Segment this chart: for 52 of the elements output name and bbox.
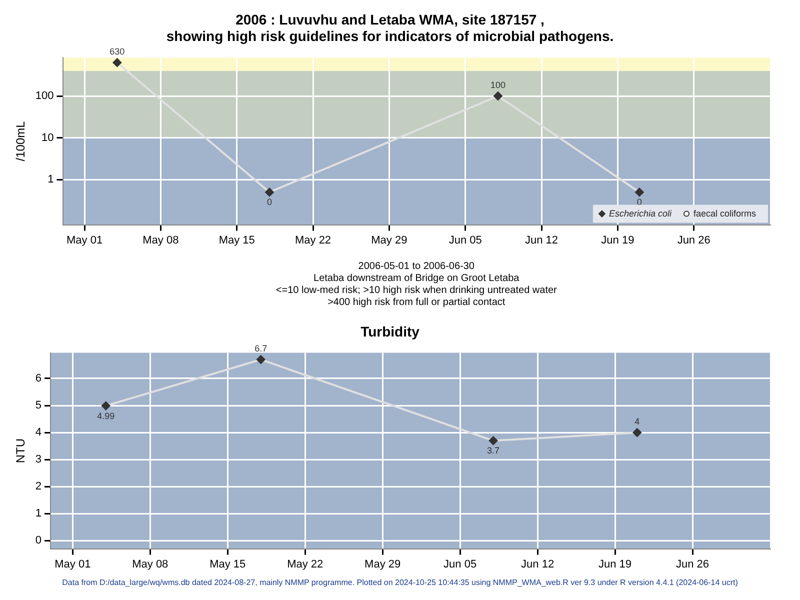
point [256, 355, 266, 364]
data-label: 0 [636, 197, 642, 208]
point [488, 436, 498, 446]
x-tick-label: Jun 12 [521, 558, 554, 570]
chart-title: Turbidity [360, 323, 420, 340]
y-tick-label: 0 [35, 534, 42, 547]
x-tick-label: Jun 05 [444, 558, 477, 570]
x-tick-label: Jun 19 [598, 558, 632, 570]
x-tick-label: May 01 [66, 234, 103, 246]
x-tick-label: May 08 [142, 234, 179, 246]
y-tick-label: 100 [35, 90, 54, 102]
data-label: 4 [634, 416, 640, 427]
point [112, 58, 122, 68]
y-tick-label: 10 [42, 132, 54, 144]
y-tick-label: 5 [35, 400, 42, 412]
x-tick-label: Jun 26 [677, 234, 710, 246]
x-tick-label: May 29 [371, 234, 408, 246]
x-tick-label: May 22 [287, 558, 324, 570]
x-tick-label: May 22 [294, 234, 332, 246]
data-label: 4.99 [97, 410, 115, 421]
x-tick-label: Jun 12 [524, 234, 558, 246]
x-axis-title: 2006-05-01 to 2006-06-30 Letaba downstream of Bridge on Groot Letaba <=10 low-med risk; >10 high risk when drinking untreated water >400 high risk from full or partial contact [276, 260, 558, 308]
point [101, 401, 110, 410]
y-tick-label: 2 [35, 480, 42, 493]
chart-title: 2006 : Luvuvhu and Letaba WMA, site 187157 , showing high risk guidelines for indicators of microbial pathogens. [166, 11, 614, 44]
y-tick-label: 1 [35, 508, 42, 520]
y-tick-label: 3 [35, 454, 42, 466]
point [632, 428, 642, 438]
point [493, 92, 502, 101]
legend-label: faecal coliforms [693, 208, 756, 218]
data-label: 6.7 [254, 344, 268, 354]
x-tick-label: May 15 [210, 558, 246, 570]
text: Data from D:/data_large/wq/wms.db dated 2024-08-27, mainly NMMP programme. Plotted on 2024-10-25 10:44:35 using NMMP_WMA_web.R ver 9.3 under R version 4.4.1 (2024-06-14 ucrt) [61, 578, 739, 587]
x-tick-label: Jun 19 [601, 234, 634, 246]
x-tick-label: May 15 [218, 234, 255, 246]
y-tick-label: 1 [48, 174, 54, 186]
legend-label: Escherichia coli [608, 208, 672, 218]
x-tick-label: May 29 [364, 558, 401, 570]
y-axis-title: /100mL [14, 120, 28, 162]
x-tick-label: May 01 [54, 558, 91, 570]
x-tick-label: May 08 [132, 558, 168, 570]
y-axis-title: NTU [14, 438, 28, 464]
x-tick-label: Jun 26 [676, 558, 710, 570]
point [264, 188, 274, 197]
data-label: 100 [490, 80, 506, 90]
point [634, 188, 644, 197]
data-label: 0 [266, 197, 272, 208]
y-tick-label: 4 [35, 426, 42, 439]
data-label: 3.7 [487, 446, 500, 456]
data-label: 630 [110, 46, 125, 57]
x-tick-label: Jun 05 [448, 234, 482, 246]
y-tick-label: 6 [35, 372, 42, 385]
